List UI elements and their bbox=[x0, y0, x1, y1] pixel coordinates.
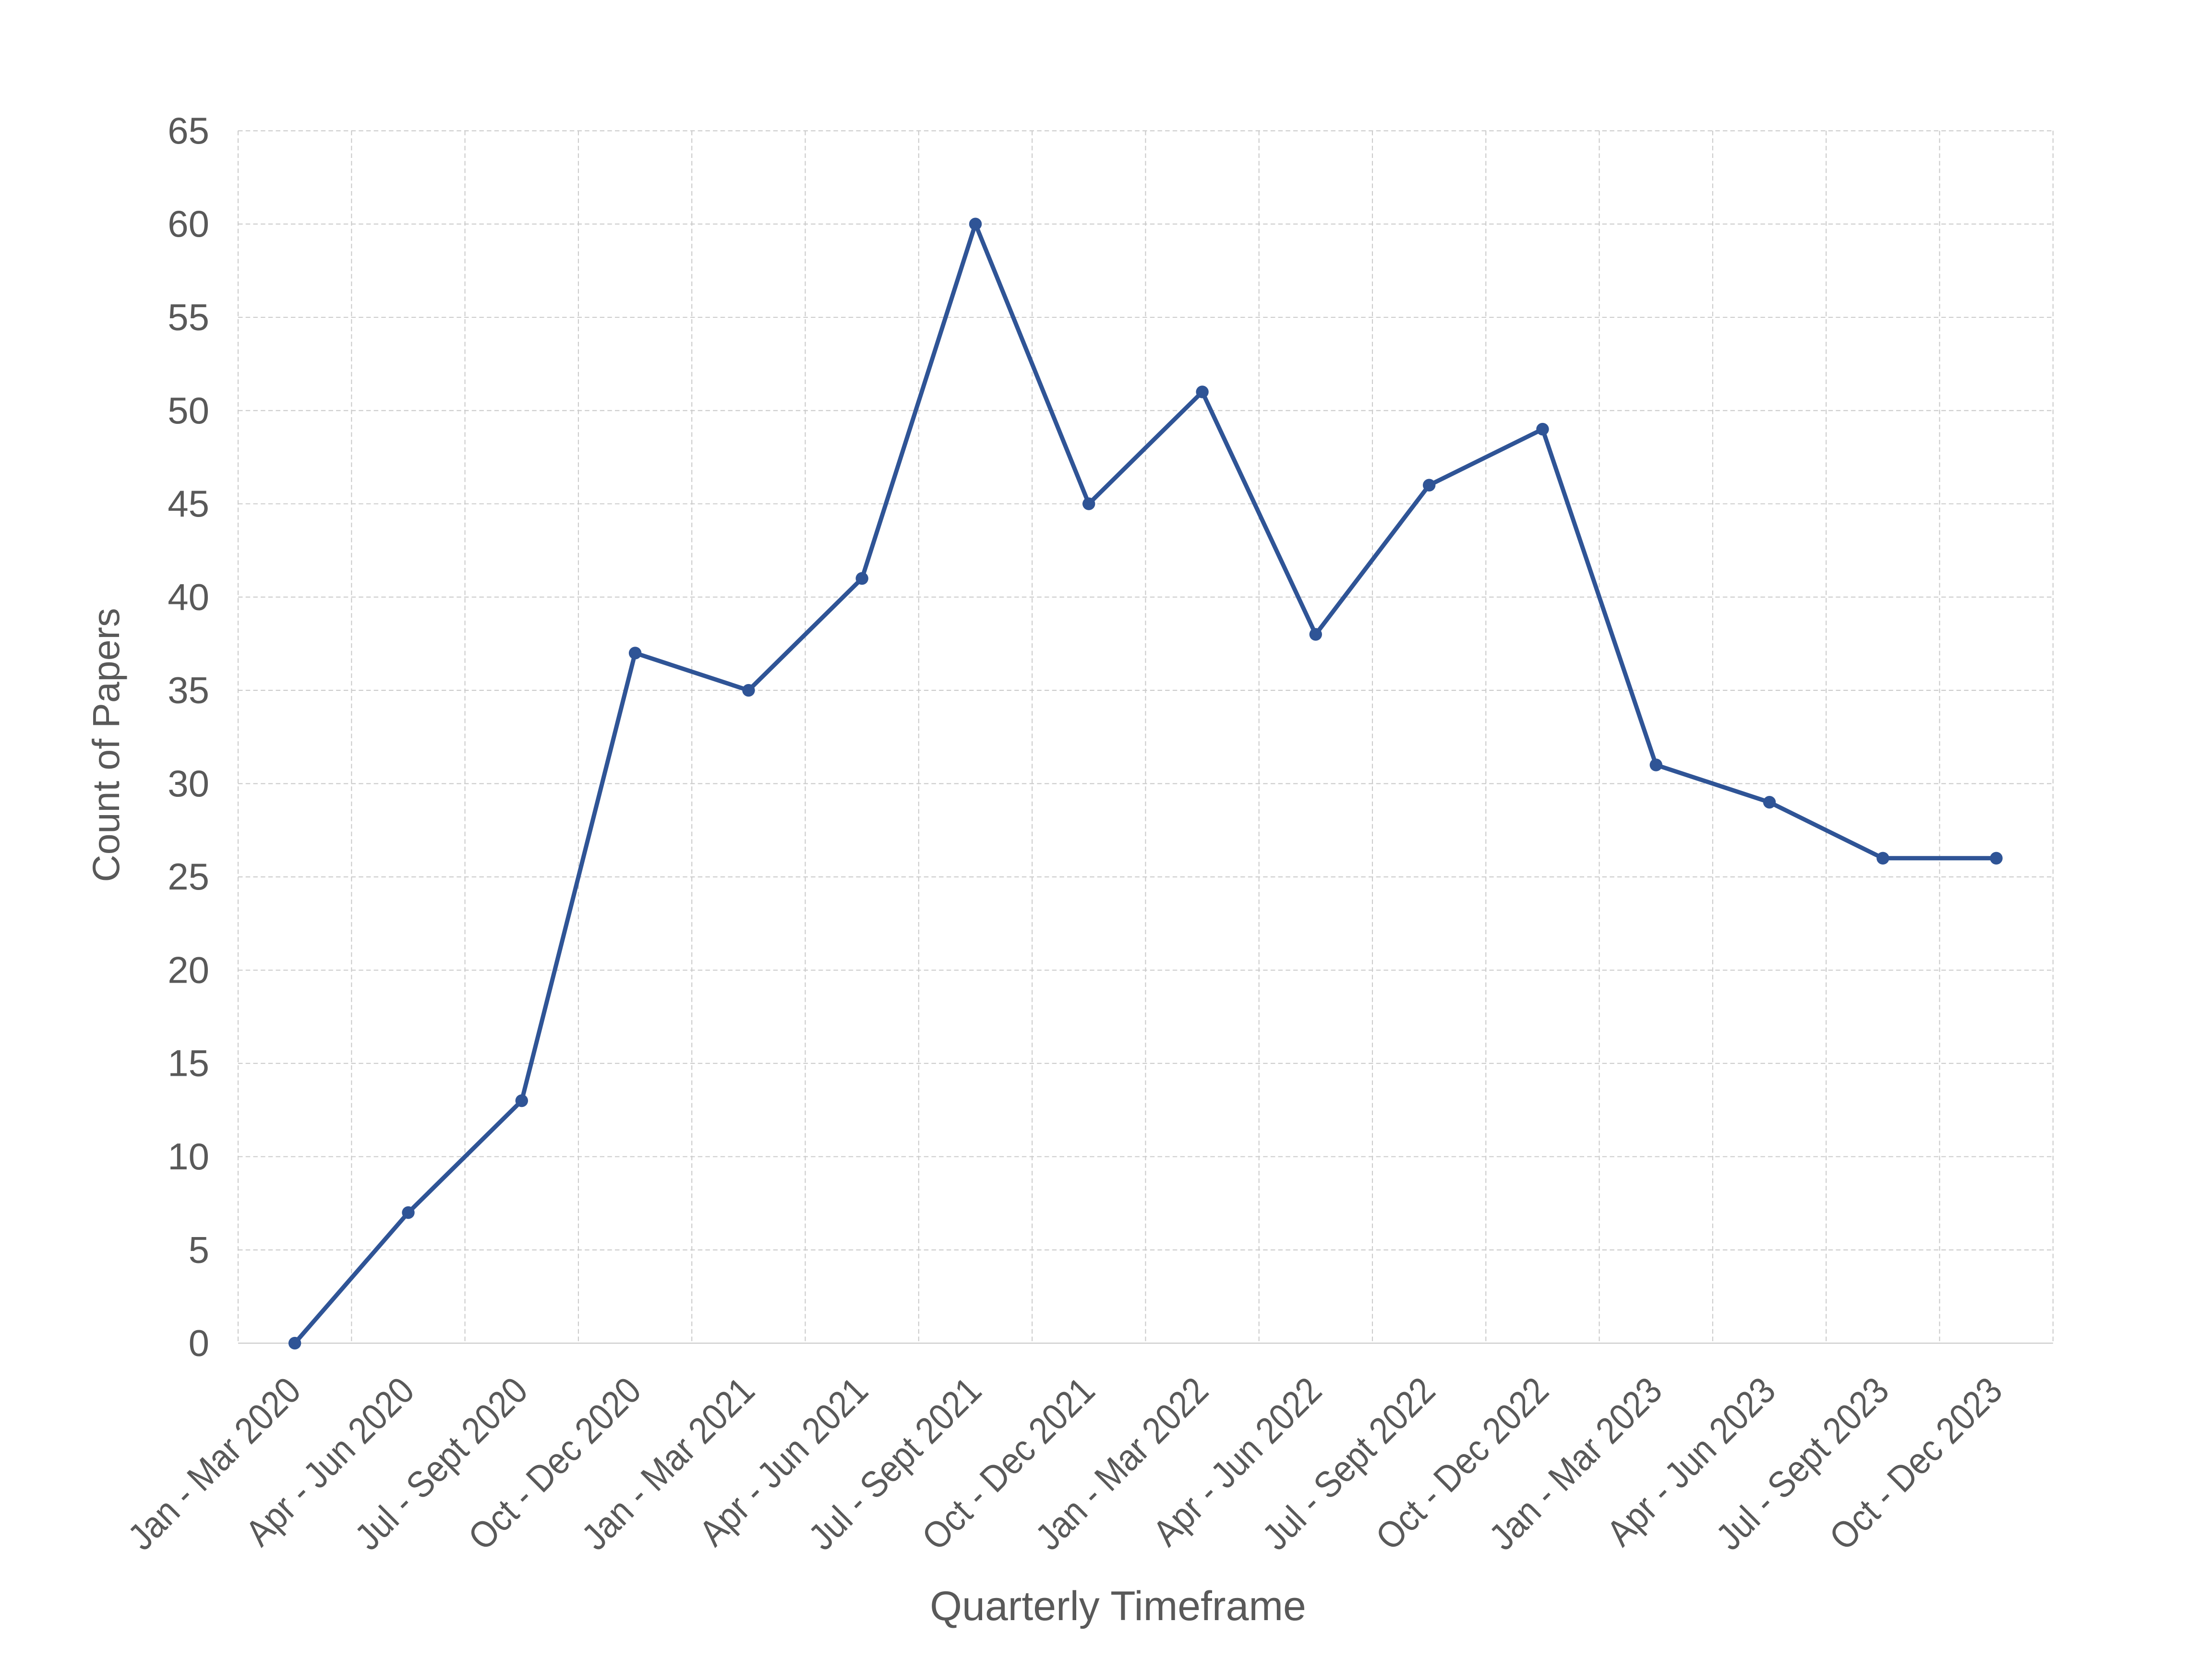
svg-text:45: 45 bbox=[168, 482, 209, 525]
svg-text:60: 60 bbox=[168, 203, 209, 245]
svg-text:5: 5 bbox=[189, 1228, 209, 1271]
svg-text:35: 35 bbox=[168, 669, 209, 711]
svg-text:65: 65 bbox=[168, 109, 209, 152]
svg-text:55: 55 bbox=[168, 296, 209, 338]
svg-text:20: 20 bbox=[168, 949, 209, 991]
svg-text:0: 0 bbox=[189, 1322, 209, 1364]
svg-text:10: 10 bbox=[168, 1135, 209, 1178]
svg-text:30: 30 bbox=[168, 762, 209, 805]
svg-text:Quarterly Timeframe: Quarterly Timeframe bbox=[930, 1583, 1306, 1629]
svg-text:50: 50 bbox=[168, 389, 209, 432]
svg-text:15: 15 bbox=[168, 1042, 209, 1084]
svg-text:25: 25 bbox=[168, 855, 209, 898]
svg-text:Count of Papers: Count of Papers bbox=[84, 608, 127, 882]
svg-text:40: 40 bbox=[168, 576, 209, 618]
